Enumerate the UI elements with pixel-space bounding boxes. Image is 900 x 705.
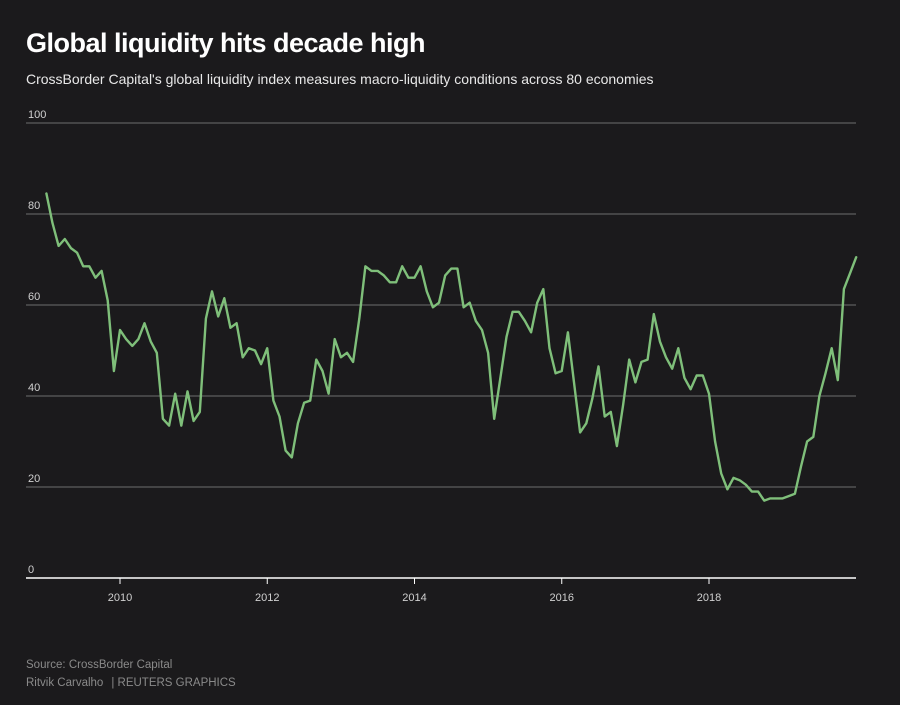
y-tick-label-0: 0 xyxy=(28,564,34,576)
x-axis xyxy=(26,577,856,584)
y-tick-label-20: 20 xyxy=(28,473,40,485)
source-note: Source: CrossBorder Capital xyxy=(26,659,173,671)
series-line-0 xyxy=(45,192,858,502)
x-tick-label-2012: 2012 xyxy=(255,592,279,604)
y-tick-label-60: 60 xyxy=(28,291,40,303)
chart-title: Global liquidity hits decade high xyxy=(26,28,426,58)
credit-line: Ritvik Carvalho | REUTERS GRAPHICS xyxy=(26,677,236,689)
publisher-name: | REUTERS GRAPHICS xyxy=(111,677,236,689)
y-tick-label-80: 80 xyxy=(28,200,40,212)
series-layer xyxy=(45,192,858,502)
y-tick-labels: 0 20 40 60 80 100 xyxy=(28,109,46,576)
y-tick-label-40: 40 xyxy=(28,382,40,394)
chart-subtitle: CrossBorder Capital's global liquidity i… xyxy=(26,71,654,87)
x-tick-label-2016: 2016 xyxy=(550,592,574,604)
x-tick-label-2014: 2014 xyxy=(402,592,426,604)
grid-lines xyxy=(26,122,856,488)
x-tick-labels: 2010 2012 2014 2016 2018 xyxy=(108,592,721,604)
y-tick-label-100: 100 xyxy=(28,109,46,121)
x-tick-label-2018: 2018 xyxy=(697,592,721,604)
author-name: Ritvik Carvalho xyxy=(26,677,104,689)
x-tick-label-2010: 2010 xyxy=(108,592,132,604)
